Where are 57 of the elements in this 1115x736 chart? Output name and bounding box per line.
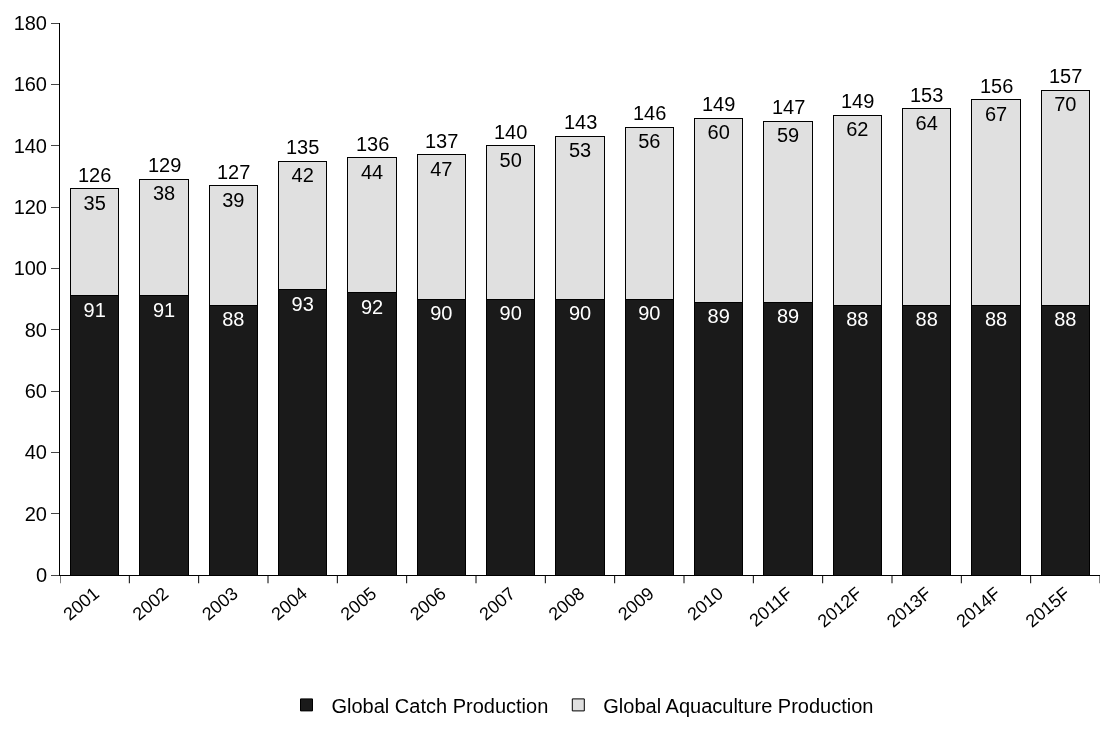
data-label: 42 [291, 164, 314, 186]
data-label: 59 [776, 124, 800, 147]
data-label: 88 [915, 308, 938, 331]
y-tick-label: 100 [13, 257, 47, 280]
total-label: 135 [286, 136, 320, 158]
total-label: 149 [841, 90, 875, 112]
total-label: 146 [633, 102, 667, 124]
total-label: 137 [425, 130, 459, 152]
total-label: 140 [494, 121, 528, 143]
y-tick-label: 180 [13, 12, 47, 34]
data-label: 67 [984, 102, 1008, 125]
total-label: 136 [356, 133, 390, 155]
total-label: 127 [217, 161, 251, 183]
data-label: 90 [430, 302, 453, 324]
legend-label: Global Catch Production [331, 694, 549, 717]
data-label: 90 [638, 302, 661, 324]
y-tick-label: 160 [13, 73, 47, 96]
data-label: 88 [1054, 308, 1077, 331]
total-label: 153 [910, 84, 944, 106]
data-label: 90 [568, 302, 592, 324]
data-label: 91 [83, 298, 106, 321]
y-tick-label: 40 [24, 441, 47, 464]
data-label: 44 [360, 160, 384, 183]
data-label: 62 [846, 118, 869, 140]
legend-label: Global Aquaculture Production [603, 694, 874, 717]
data-label: 88 [222, 308, 245, 331]
data-label: 35 [83, 191, 106, 214]
data-label: 89 [707, 305, 730, 328]
total-label: 143 [564, 111, 598, 133]
total-label: 126 [78, 164, 112, 186]
data-label: 91 [152, 298, 176, 321]
data-label: 90 [499, 302, 522, 324]
total-label: 147 [772, 96, 806, 118]
data-label: 92 [360, 295, 384, 318]
total-label: 129 [148, 154, 182, 176]
data-label: 70 [1054, 93, 1077, 116]
data-label: 60 [707, 121, 730, 144]
data-label: 53 [568, 139, 592, 162]
data-label: 47 [430, 157, 453, 180]
data-label: 88 [984, 308, 1008, 331]
data-label: 64 [915, 111, 938, 134]
data-label: 56 [638, 130, 661, 153]
data-label: 88 [846, 308, 869, 331]
data-label: 38 [152, 182, 176, 205]
total-label: 157 [1049, 65, 1083, 87]
y-tick-label: 20 [24, 502, 47, 525]
data-label: 89 [776, 305, 800, 328]
y-tick-label: 0 [35, 564, 47, 586]
total-label: 156 [980, 75, 1014, 97]
total-label: 149 [702, 93, 736, 115]
data-label: 50 [499, 148, 522, 171]
y-tick-label: 140 [13, 134, 47, 157]
y-tick-label: 120 [13, 196, 47, 218]
y-tick-label: 60 [24, 380, 47, 402]
y-tick-label: 80 [24, 318, 47, 341]
data-label: 93 [291, 292, 314, 315]
data-label: 39 [222, 188, 245, 211]
